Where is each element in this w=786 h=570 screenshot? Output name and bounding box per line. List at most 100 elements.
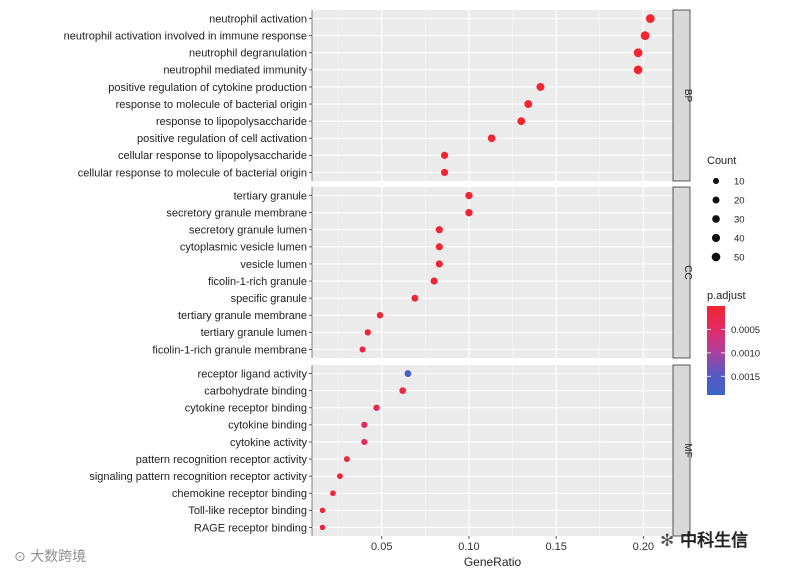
panel-background	[312, 10, 673, 181]
data-point	[343, 456, 350, 463]
facet-bp: neutrophil activation neutrophil activati…	[64, 9, 693, 182]
data-point	[399, 387, 407, 395]
facet-strip-label: MF	[682, 443, 693, 457]
legend-count-label: 40	[734, 234, 745, 245]
data-point	[465, 191, 473, 200]
legend-padj-colorbar	[707, 306, 725, 395]
watermark-right-text: 中科生信	[680, 531, 749, 551]
term-label: tertiary granule lumen	[201, 327, 307, 339]
data-point	[411, 294, 419, 302]
data-point	[435, 260, 443, 268]
data-point	[336, 473, 343, 480]
x-tick-label: 0.15	[545, 541, 566, 553]
term-label: positive regulation of cytokine producti…	[108, 82, 307, 94]
legend-count-label: 20	[734, 196, 745, 207]
watermark-right-icon: ✻	[660, 531, 675, 551]
facet-strip	[672, 364, 691, 537]
term-label: neutrophil activation	[209, 13, 307, 25]
term-label: cytokine activity	[230, 437, 308, 449]
legend-count-dot	[712, 177, 720, 185]
term-label: neutrophil mediated immunity	[163, 65, 307, 77]
facet-strip-label: BP	[682, 89, 693, 103]
data-point	[517, 117, 526, 126]
data-point	[440, 151, 449, 159]
facet-strip	[672, 186, 691, 359]
legend-count-label: 30	[734, 215, 745, 226]
data-point	[633, 48, 643, 58]
term-label: neutrophil degranulation	[189, 48, 307, 60]
legend-count-label: 50	[734, 253, 745, 264]
legend-padj-title: p.adjust	[707, 290, 746, 302]
legend-count: Count 10 20 30 40 50	[707, 155, 745, 264]
term-label: cytokine binding	[228, 420, 307, 432]
term-label: tertiary granule	[234, 190, 307, 202]
data-point	[319, 524, 326, 531]
data-point	[440, 168, 449, 177]
legend-count-dot	[711, 252, 721, 262]
data-point	[524, 100, 533, 109]
watermark-left-text: 大数跨境	[30, 549, 87, 565]
data-point	[435, 226, 443, 234]
panel-background	[312, 187, 673, 358]
facet-strip-label: CC	[682, 265, 693, 279]
term-label: Toll-like receptor binding	[188, 505, 307, 517]
data-point	[640, 31, 650, 41]
legend-padj: p.adjust 0.0005 0.0010 0.0015	[707, 290, 760, 395]
term-label: chemokine receptor binding	[172, 488, 307, 500]
data-point	[364, 329, 371, 336]
legend-count-dot	[712, 196, 720, 204]
x-tick-label: 0.10	[458, 541, 479, 553]
watermark-left: ⊙ 大数跨境	[14, 546, 86, 566]
legend-count-dot	[712, 215, 720, 223]
term-label: cellular response to lipopolysaccharide	[118, 150, 307, 162]
term-label: carbohydrate binding	[204, 385, 307, 397]
data-point	[373, 404, 380, 411]
term-label: positive regulation of cell activation	[137, 133, 307, 145]
term-label: tertiary granule membrane	[178, 310, 307, 322]
legend-padj-label: 0.0005	[731, 325, 760, 336]
data-point	[404, 370, 412, 377]
legend-padj-label: 0.0010	[731, 348, 760, 359]
term-label: ficolin-1-rich granule	[208, 276, 307, 288]
term-label: RAGE receptor binding	[194, 522, 307, 534]
term-label: neutrophil activation involved in immune…	[64, 30, 307, 42]
x-tick-label: 0.20	[633, 541, 654, 553]
data-point	[376, 312, 384, 319]
term-label: pattern recognition receptor activity	[136, 454, 308, 466]
x-axis-title: GeneRatio	[464, 555, 522, 569]
panel-background	[312, 365, 673, 536]
facet-strip	[672, 9, 691, 182]
term-label: cellular response to molecule of bacteri…	[78, 167, 307, 179]
data-point	[359, 346, 366, 353]
term-label: signaling pattern recognition receptor a…	[89, 471, 307, 483]
data-point	[430, 277, 438, 285]
legend-padj-label: 0.0015	[731, 372, 760, 383]
term-label: vesicle lumen	[240, 259, 307, 271]
term-label: cytokine receptor binding	[185, 403, 307, 415]
term-label: cytoplasmic vesicle lumen	[180, 242, 307, 254]
data-point	[330, 490, 336, 497]
data-point	[465, 208, 473, 217]
legend-count-title: Count	[707, 155, 736, 167]
x-tick-label: 0.05	[371, 541, 392, 553]
term-label: response to molecule of bacterial origin	[116, 99, 307, 111]
data-point	[361, 438, 368, 446]
term-label: secretory granule membrane	[166, 207, 307, 219]
facet-mf: receptor ligand activity carbohydrate bin…	[89, 364, 693, 537]
data-point	[645, 14, 655, 23]
data-point	[536, 82, 545, 91]
data-point	[361, 421, 368, 428]
term-label: ficolin-1-rich granule membrane	[152, 344, 307, 356]
term-label: secretory granule lumen	[189, 225, 307, 237]
term-label: specific granule	[231, 293, 307, 305]
term-label: response to lipopolysaccharide	[156, 116, 307, 128]
data-point	[435, 243, 443, 251]
watermark-right: ✻ 中科生信	[660, 526, 748, 551]
legend-count-label: 10	[734, 177, 745, 188]
data-point	[319, 507, 326, 514]
legend-count-dot	[711, 233, 721, 243]
watermark-left-icon: ⊙	[14, 549, 26, 565]
data-point	[487, 134, 496, 143]
data-point	[633, 65, 643, 75]
